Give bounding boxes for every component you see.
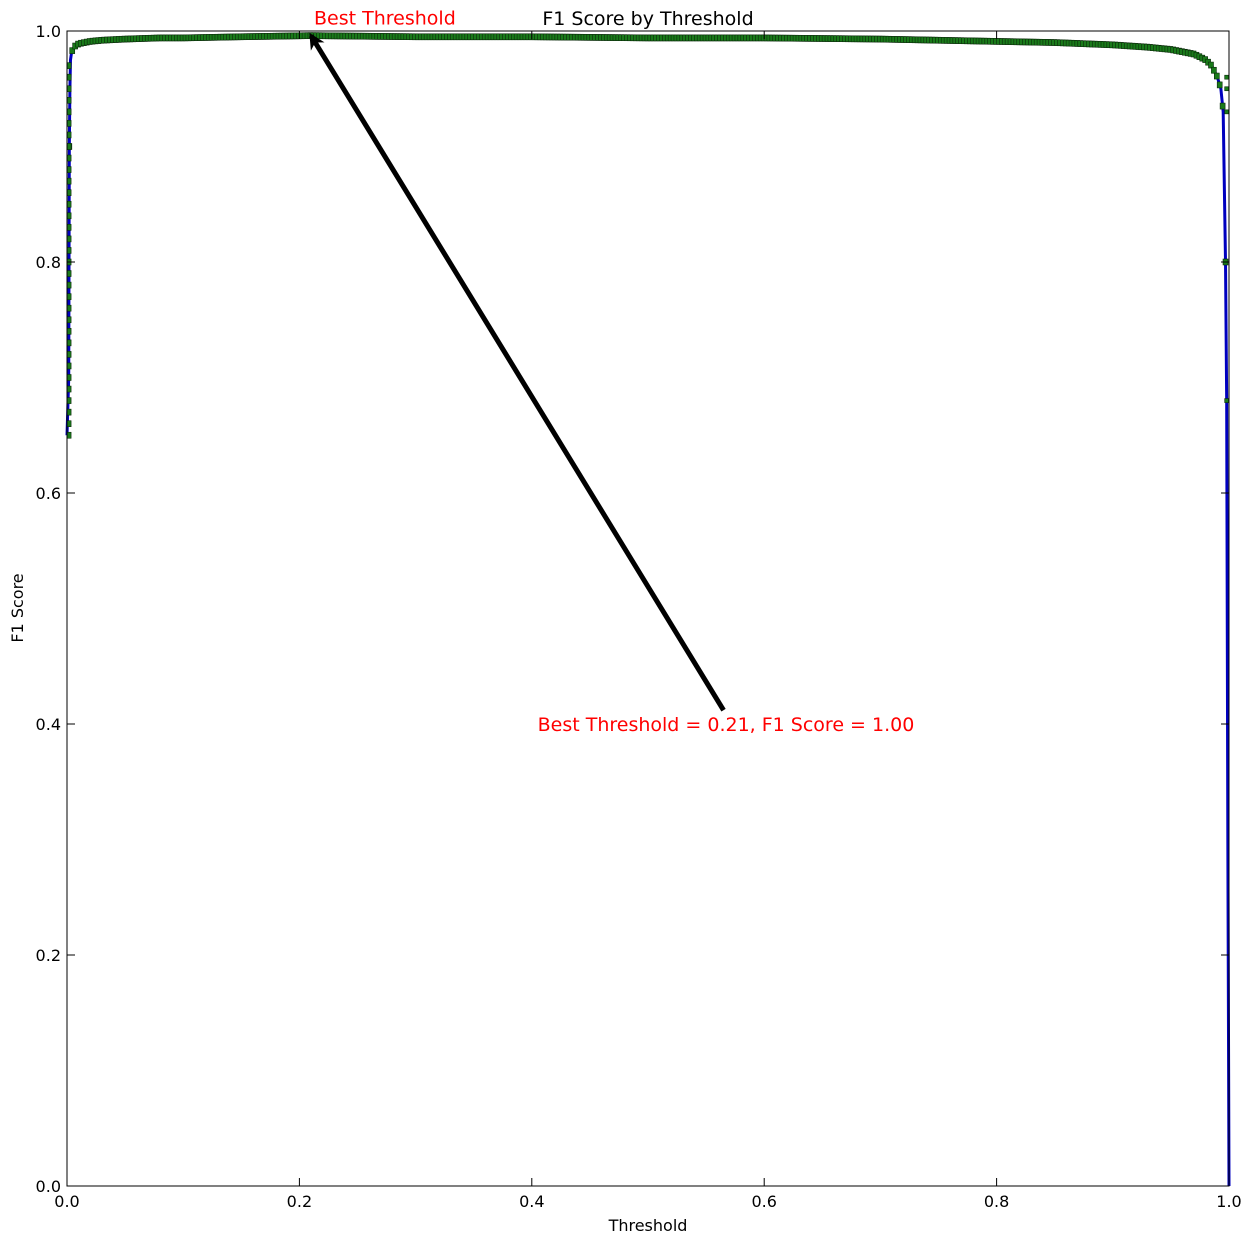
x-tick-label: 0.0 — [54, 1192, 79, 1211]
data-point — [66, 143, 72, 150]
data-point — [66, 62, 72, 69]
data-point — [66, 351, 72, 358]
data-point — [1224, 398, 1229, 403]
data-point — [66, 120, 72, 127]
series-markers — [66, 32, 1229, 439]
data-point — [1208, 61, 1214, 69]
series-layer — [65, 32, 1231, 1187]
data-point — [66, 397, 72, 404]
annotation-arrow — [308, 32, 726, 712]
chart-title: F1 Score by Threshold — [542, 8, 753, 30]
y-axis-label: F1 Score — [8, 573, 27, 642]
data-point — [66, 270, 72, 277]
data-point — [66, 200, 72, 208]
x-tick-label: 0.2 — [287, 1192, 312, 1211]
y-tick-label: 0.4 — [36, 715, 61, 734]
y-tick-label: 1.0 — [36, 22, 61, 41]
data-point — [1224, 109, 1229, 115]
data-point — [66, 154, 72, 162]
data-point — [69, 47, 76, 54]
data-point — [1213, 72, 1220, 80]
data-point — [66, 73, 72, 81]
plot-frame — [66, 30, 1230, 1187]
x-tick-label: 0.8 — [984, 1192, 1009, 1211]
y-tick-label: 0.2 — [36, 946, 61, 965]
x-tick-label: 0.4 — [519, 1192, 544, 1211]
data-point — [66, 177, 72, 185]
data-point — [66, 224, 72, 231]
data-point — [66, 212, 72, 220]
data-point — [1216, 81, 1223, 89]
data-point — [66, 235, 72, 243]
data-point — [66, 108, 72, 116]
data-point — [66, 431, 72, 439]
data-point — [66, 420, 72, 428]
data-point — [66, 281, 72, 289]
data-point — [1211, 66, 1217, 74]
data-point — [66, 339, 72, 347]
data-point — [66, 362, 72, 370]
data-point — [66, 189, 72, 196]
data-point — [1224, 74, 1229, 80]
data-point — [66, 385, 72, 393]
data-point — [66, 374, 72, 381]
annotations-layer: Best Threshold Best Threshold = 0.21, F1 … — [308, 7, 915, 736]
y-tick-label: 0.6 — [36, 484, 61, 503]
data-point — [66, 247, 72, 254]
data-point — [66, 97, 72, 104]
data-point — [66, 316, 72, 324]
y-tick-label: 0.8 — [36, 253, 61, 272]
data-point — [1224, 86, 1229, 92]
data-point — [66, 131, 72, 139]
data-point — [66, 304, 72, 312]
best-threshold-label: Best Threshold — [314, 7, 456, 29]
x-tick-label: 1.0 — [1216, 1192, 1241, 1211]
best-threshold-annotation: Best Threshold = 0.21, F1 Score = 1.00 — [538, 714, 915, 736]
data-point — [66, 166, 72, 173]
x-tick-label: 0.6 — [751, 1192, 776, 1211]
data-point — [66, 408, 72, 416]
data-point — [66, 85, 72, 93]
data-point — [66, 327, 72, 335]
series-line — [65, 34, 1231, 1187]
x-axis-label: Threshold — [608, 1216, 688, 1235]
axis-ticks: 0.0 0.2 0.4 0.6 0.8 1.0 0.0 0.2 0.4 0.6 0.8 1.0 — [36, 22, 1242, 1211]
y-tick-label: 0.0 — [36, 1177, 61, 1196]
data-point — [1219, 102, 1226, 110]
data-point — [66, 293, 72, 300]
